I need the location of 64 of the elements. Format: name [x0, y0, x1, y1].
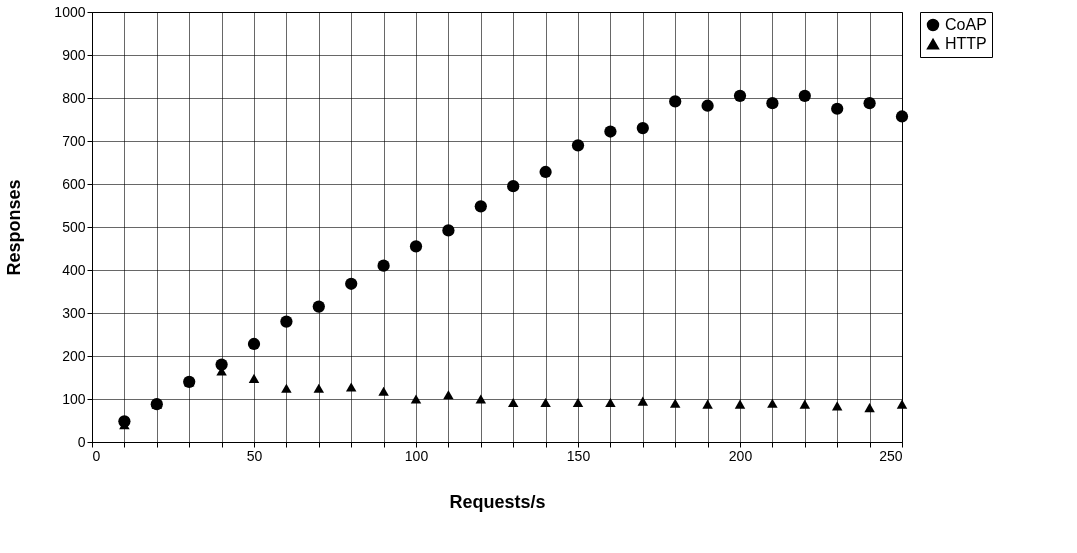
y-tick-label: 1000	[54, 3, 86, 20]
point	[702, 399, 713, 409]
point	[605, 397, 616, 407]
x-tick-label: 150	[566, 447, 591, 464]
point	[248, 373, 260, 383]
point	[410, 394, 422, 404]
point	[734, 399, 746, 409]
point	[701, 99, 714, 112]
point	[378, 386, 389, 396]
y-tick-label: 500	[62, 218, 86, 235]
point	[475, 394, 487, 404]
point	[409, 240, 423, 253]
point	[312, 300, 325, 313]
y-tick-label: 900	[62, 46, 86, 63]
point	[345, 382, 357, 392]
point	[443, 390, 454, 400]
point	[799, 399, 811, 409]
point	[831, 401, 843, 411]
point	[766, 97, 779, 110]
y-tick-label: 400	[62, 261, 86, 278]
point	[863, 97, 876, 110]
y-tick-label: 100	[62, 390, 86, 407]
point	[895, 110, 909, 123]
point	[507, 397, 519, 407]
point	[733, 89, 747, 102]
legend-label: HTTP	[945, 35, 987, 52]
point	[539, 165, 552, 179]
point	[280, 315, 293, 328]
point	[669, 95, 682, 108]
point	[345, 277, 358, 290]
legend-label: CoAP	[945, 16, 987, 33]
point	[377, 259, 390, 272]
point	[896, 399, 908, 409]
x-tick-label: 250	[879, 447, 903, 464]
y-tick-label: 0	[77, 433, 86, 450]
point	[247, 337, 261, 351]
x-tick-label: 0	[92, 447, 101, 464]
point	[637, 396, 649, 406]
point	[864, 403, 875, 413]
point	[442, 224, 455, 237]
y-tick-label: 700	[62, 132, 86, 149]
point	[540, 397, 551, 407]
point	[281, 383, 292, 393]
y-tick-label: 800	[62, 89, 86, 106]
point	[669, 398, 681, 408]
x-axis-title: Requests/s	[449, 491, 546, 512]
point	[767, 398, 778, 408]
y-tick-label: 300	[62, 304, 86, 321]
point	[474, 200, 487, 213]
x-tick-label: 200	[728, 447, 753, 464]
x-tick-label: 50	[246, 447, 263, 464]
point	[215, 358, 228, 371]
y-tick-label: 200	[62, 347, 86, 364]
point	[831, 102, 844, 115]
x-tick-label: 100	[404, 447, 429, 464]
point	[636, 121, 649, 135]
point	[313, 383, 325, 393]
point	[572, 397, 584, 407]
y-tick-label: 600	[62, 175, 86, 192]
y-axis-title: Responses	[4, 179, 25, 276]
point	[604, 125, 617, 138]
point	[798, 89, 811, 102]
point	[571, 139, 585, 152]
point	[507, 180, 520, 193]
